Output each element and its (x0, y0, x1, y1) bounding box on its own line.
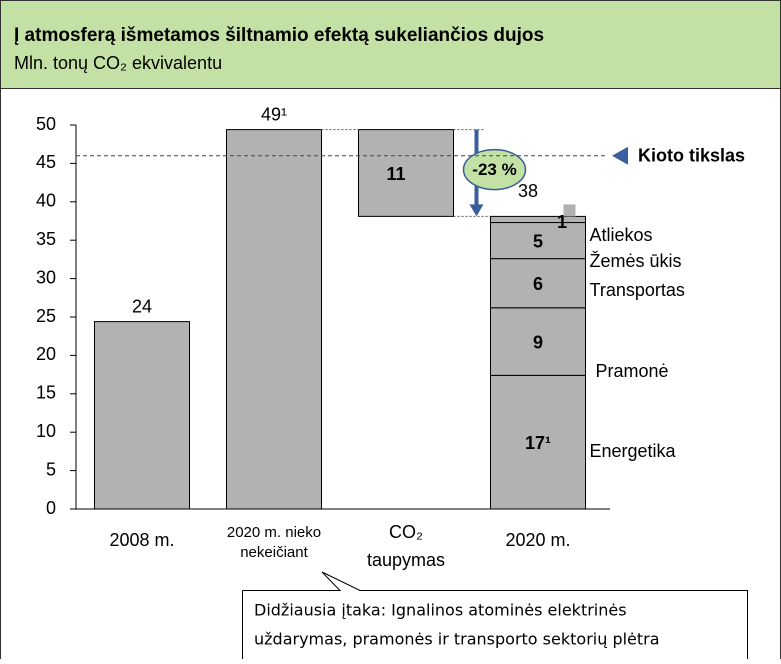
value-label: 38 (518, 181, 538, 201)
total-marker (563, 204, 576, 217)
segment-value-label: 5 (533, 231, 543, 251)
y-tick-label: 25 (36, 306, 56, 326)
note-text: uždarymas, pramonės ir transporto sektor… (254, 630, 660, 649)
y-tick-label: 15 (36, 383, 56, 403)
y-tick-label: 30 (36, 267, 56, 287)
y-tick-label: 45 (36, 152, 56, 172)
value-label: 24 (132, 296, 152, 316)
segment-name: Atliekos (590, 225, 653, 245)
y-tick-label: 10 (36, 421, 56, 441)
segment-name: Transportas (590, 280, 685, 300)
header (0, 0, 781, 89)
change-label: -23 % (472, 160, 516, 179)
chart-title: Į atmosferą išmetamos šiltnamio efektą s… (14, 25, 544, 46)
bar (358, 129, 454, 217)
x-tick-label: 2020 m. (505, 530, 570, 550)
segment (490, 374, 586, 510)
segment-name: Žemės ūkis (590, 251, 682, 271)
y-tick-label: 5 (46, 459, 56, 479)
x-tick-label: 2020 m. nieko (227, 524, 321, 541)
segment-name: Pramonė (596, 361, 669, 381)
chart-subtitle: Mln. tonų CO₂ ekvivalentu (14, 53, 222, 73)
arrow-head (469, 204, 484, 217)
value-label: 11 (386, 164, 405, 184)
target-marker (612, 146, 628, 165)
segment-value-label: 9 (533, 332, 543, 352)
x-tick-label: 2008 m. (109, 530, 174, 550)
y-tick-label: 20 (36, 344, 56, 364)
segment (490, 258, 586, 309)
segment-value-label: 6 (533, 274, 543, 294)
change-badge (462, 148, 527, 191)
y-tick-label: 40 (36, 191, 56, 211)
callout (242, 571, 748, 659)
note-text: Didžiausia įtaka: Ignalinos atominės ele… (254, 601, 627, 620)
bar (226, 129, 322, 510)
segment-value-label: 17¹ (525, 433, 551, 453)
segment-value-label: 1 (557, 212, 567, 232)
x-tick-label: CO₂ (389, 522, 423, 542)
segment (490, 222, 586, 260)
segment (490, 307, 586, 376)
y-tick-label: 35 (36, 229, 56, 249)
y-tick-label: 50 (36, 114, 56, 134)
bar (94, 321, 190, 510)
x-tick-label: taupymas (367, 550, 445, 570)
x-tick-label: nekeičiant (240, 544, 308, 561)
y-tick-label: 0 (46, 498, 56, 518)
segment (490, 215, 586, 224)
target-label: Kioto tikslas (638, 145, 745, 165)
value-label: 49¹ (261, 104, 287, 124)
segment-name: Energetika (590, 441, 677, 461)
